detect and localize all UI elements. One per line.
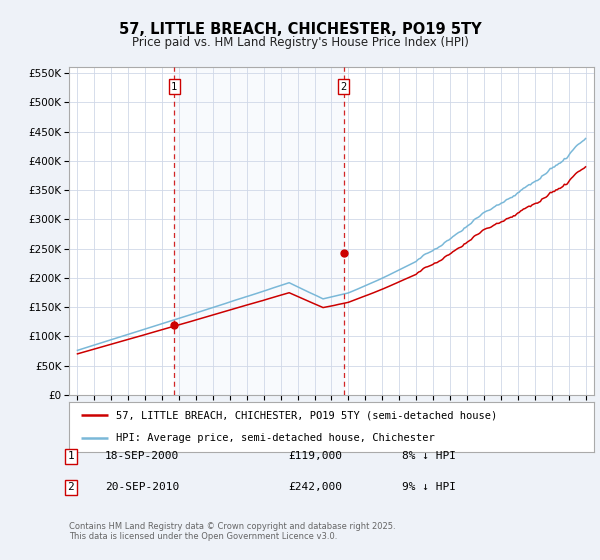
Text: 2: 2 (67, 482, 74, 492)
Text: £119,000: £119,000 (288, 451, 342, 461)
Text: 57, LITTLE BREACH, CHICHESTER, PO19 5TY (semi-detached house): 57, LITTLE BREACH, CHICHESTER, PO19 5TY … (116, 410, 497, 420)
Bar (175, 67, 344, 395)
Text: Price paid vs. HM Land Registry's House Price Index (HPI): Price paid vs. HM Land Registry's House … (131, 36, 469, 49)
Text: 8% ↓ HPI: 8% ↓ HPI (402, 451, 456, 461)
Text: Contains HM Land Registry data © Crown copyright and database right 2025.
This d: Contains HM Land Registry data © Crown c… (69, 522, 395, 542)
Text: 57, LITTLE BREACH, CHICHESTER, PO19 5TY: 57, LITTLE BREACH, CHICHESTER, PO19 5TY (119, 22, 481, 38)
Text: £242,000: £242,000 (288, 482, 342, 492)
Text: 20-SEP-2010: 20-SEP-2010 (105, 482, 179, 492)
Text: 2: 2 (341, 82, 347, 91)
Text: 9% ↓ HPI: 9% ↓ HPI (402, 482, 456, 492)
Text: 18-SEP-2000: 18-SEP-2000 (105, 451, 179, 461)
Text: 1: 1 (67, 451, 74, 461)
Text: HPI: Average price, semi-detached house, Chichester: HPI: Average price, semi-detached house,… (116, 433, 435, 444)
Text: 1: 1 (171, 82, 178, 91)
